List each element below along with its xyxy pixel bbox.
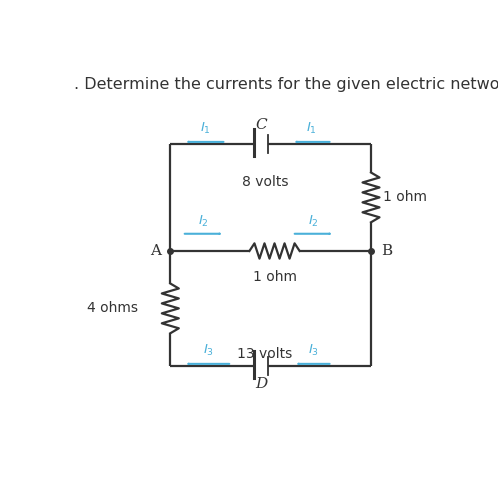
Text: . Determine the currents for the given electric networks: . Determine the currents for the given e… (74, 77, 498, 92)
Text: 8 volts: 8 volts (242, 175, 288, 189)
Text: 4 ohms: 4 ohms (87, 301, 137, 316)
Text: C: C (255, 118, 267, 132)
Text: $I_1$: $I_1$ (200, 121, 211, 136)
Text: $I_2$: $I_2$ (308, 214, 319, 229)
Text: 13 volts: 13 volts (237, 347, 292, 361)
Text: 1 ohm: 1 ohm (382, 190, 427, 204)
Text: $I_1$: $I_1$ (306, 121, 317, 136)
Text: $I_2$: $I_2$ (198, 214, 209, 229)
Text: $I_3$: $I_3$ (308, 343, 319, 358)
Text: 1 ohm: 1 ohm (252, 270, 296, 284)
Text: $I_3$: $I_3$ (203, 343, 215, 358)
Text: B: B (380, 244, 392, 258)
Text: D: D (255, 377, 267, 391)
Text: A: A (150, 244, 161, 258)
